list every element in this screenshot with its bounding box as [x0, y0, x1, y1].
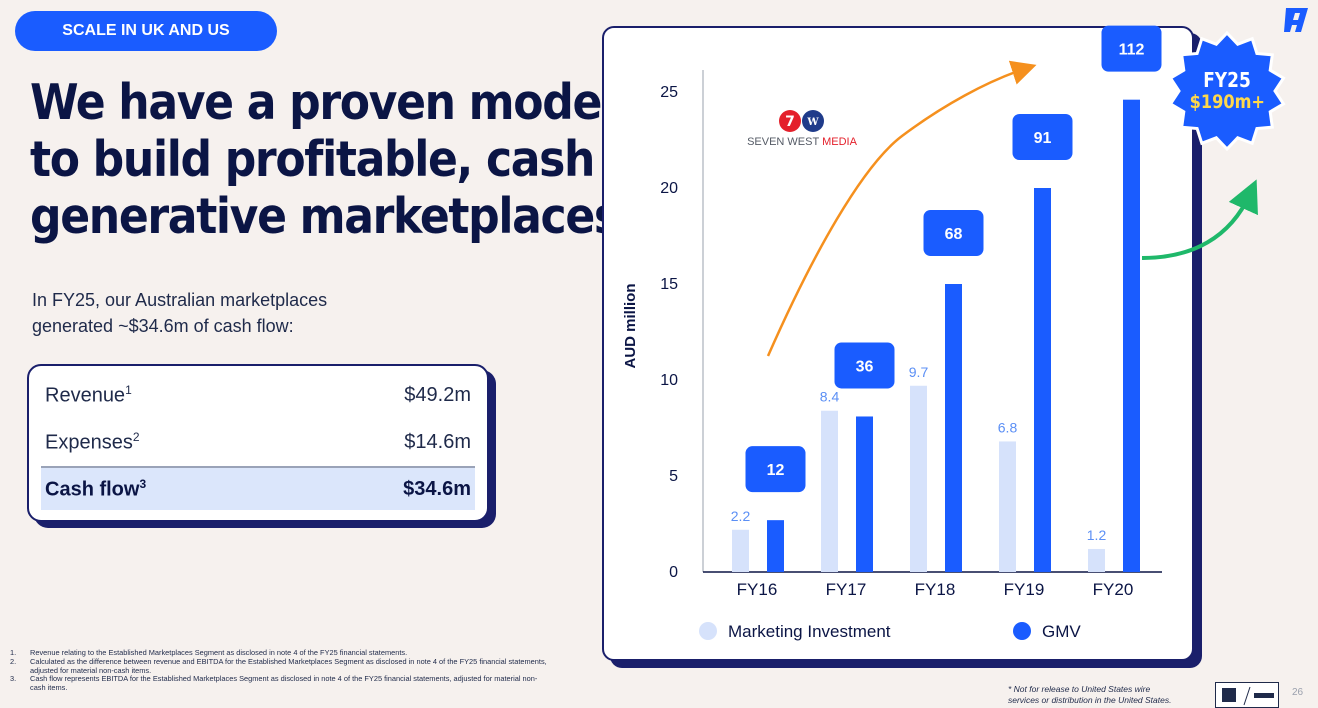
- table-row: Expenses2 $14.6m: [41, 419, 475, 466]
- gmv-callout-fy18: [923, 210, 984, 256]
- footnote: 1. Revenue relating to the Established Ma…: [10, 648, 408, 657]
- bar-marketing-fy17: [821, 410, 838, 572]
- bar-marketing-fy16: [732, 529, 749, 572]
- seven-logo-circle: [779, 110, 801, 132]
- gmv-callout-fy20: [1101, 25, 1162, 72]
- gmv-value-label-fy20: 112: [1119, 42, 1145, 59]
- wa-logo-glyph: W: [806, 117, 819, 128]
- legend-swatch-marketing: [699, 622, 717, 640]
- gmv-callout-fy19: [1012, 114, 1073, 160]
- legend-swatch-gmv: [1013, 622, 1031, 640]
- x-tick-label-fy17: FY17: [826, 580, 867, 599]
- fy25-badge: FY25 $190m+: [1166, 30, 1288, 152]
- partner-logo-icon: [1222, 686, 1274, 706]
- y-tick-label-0: 0: [669, 564, 678, 581]
- page-number: 26: [1292, 687, 1304, 698]
- bar-marketing-fy20: [1088, 548, 1105, 572]
- bar-gmv-fy20: [1123, 99, 1140, 573]
- y-tick-label-3: 15: [660, 276, 678, 293]
- intro-line-1: In FY25, our Australian marketplaces: [32, 290, 328, 310]
- intro-text: In FY25, our Australian marketplaces gen…: [32, 287, 392, 339]
- title-line-3: generative marketplaces: [30, 188, 620, 245]
- footnote: 2. Calculated as the difference between r…: [10, 656, 547, 675]
- title-line-2: to build profitable, cash: [30, 131, 595, 188]
- bar-gmv-fy17: [856, 416, 873, 572]
- row-label: Revenue1: [45, 383, 132, 407]
- bar-gmv-fy16: [767, 520, 784, 572]
- table-row: Revenue1 $49.2m: [41, 372, 475, 419]
- row-value: $49.2m: [404, 384, 471, 406]
- marketing-value-label-fy20: 1.2: [1087, 527, 1107, 543]
- gmv-value-label-fy16: 12: [767, 462, 785, 479]
- y-tick-label-2: 10: [660, 372, 678, 389]
- x-tick-label-fy20: FY20: [1093, 580, 1134, 599]
- row-label: Cash flow3: [45, 476, 147, 501]
- seven-west-media-logo: 7 W SEVEN WEST MEDIA: [747, 110, 858, 148]
- marketing-value-label-fy16: 2.2: [731, 508, 751, 524]
- bar-gmv-fy19: [1034, 188, 1051, 572]
- y-tick-label-1: 5: [669, 468, 678, 485]
- disclaimer: * Not for release to United States wire …: [1008, 684, 1218, 706]
- intro-line-2: generated ~$34.6m of cash flow:: [32, 316, 294, 336]
- y-tick-label-4: 20: [660, 180, 678, 197]
- airtasker-logo-icon: [1284, 8, 1308, 32]
- growth-arrow-orange: [766, 60, 1037, 357]
- marketing-value-label-fy18: 9.7: [909, 364, 929, 380]
- row-label: Expenses2: [45, 430, 140, 454]
- y-axis-label: AUD million: [622, 284, 639, 369]
- chart-legend: Marketing Investment GMV: [699, 622, 1081, 641]
- x-tick-label-fy19: FY19: [1004, 580, 1045, 599]
- badge-line-2: $190m+: [1189, 91, 1265, 113]
- row-value: $14.6m: [404, 431, 471, 453]
- bar-marketing-fy18: [910, 385, 927, 572]
- legend-label-marketing: Marketing Investment: [728, 622, 891, 641]
- badge-text: FY25 $190m+: [1166, 30, 1288, 152]
- media-logo-text: SEVEN WEST MEDIA: [747, 136, 857, 148]
- badge-line-1: FY25: [1203, 68, 1251, 92]
- gmv-value-label-fy18: 68: [945, 226, 963, 243]
- growth-arrow-green: [1141, 179, 1258, 260]
- legend-label-gmv: GMV: [1042, 622, 1081, 641]
- marketing-value-label-fy19: 6.8: [998, 419, 1018, 435]
- x-tick-label-fy18: FY18: [915, 580, 956, 599]
- row-value: $34.6m: [403, 477, 471, 500]
- wa-logo-circle: [802, 110, 824, 132]
- marketing-value-label-fy17: 8.4: [820, 389, 840, 405]
- gmv-callout-fy17: [834, 342, 895, 389]
- y-tick-label-5: 25: [660, 84, 678, 101]
- seven-logo-glyph: 7: [785, 114, 795, 130]
- section-tag: SCALE IN UK AND US: [15, 11, 277, 51]
- gmv-value-label-fy17: 36: [856, 358, 874, 375]
- page-title: We have a proven model to build profitab…: [30, 74, 620, 245]
- bar-marketing-fy19: [999, 441, 1016, 572]
- bar-chart: AUD million 0 5 10 15 20 25 2.2 12 8.4 36 9.7 68 6.…: [622, 25, 1258, 641]
- footnotes: 1. Revenue relating to the Established Ma…: [10, 648, 550, 693]
- table-row-total: Cash flow3 $34.6m: [41, 466, 475, 510]
- badge-starburst-icon: [1168, 30, 1286, 152]
- gmv-value-label-fy19: 91: [1034, 130, 1052, 147]
- footnote: 3. Cash flow represents EBITDA for the Es…: [10, 674, 538, 693]
- title-line-1: We have a proven model: [30, 74, 616, 131]
- disclaimer-line-1: * Not for release to United States wire: [1008, 684, 1151, 694]
- footer-partner-logo: [1215, 682, 1279, 708]
- gmv-callout-fy16: [745, 446, 806, 493]
- bar-gmv-fy18: [945, 284, 962, 572]
- cash-flow-table: Revenue1 $49.2m Expenses2 $14.6m Cash fl…: [27, 364, 489, 522]
- disclaimer-line-2: services or distribution in the United S…: [1008, 695, 1172, 705]
- x-tick-label-fy16: FY16: [737, 580, 778, 599]
